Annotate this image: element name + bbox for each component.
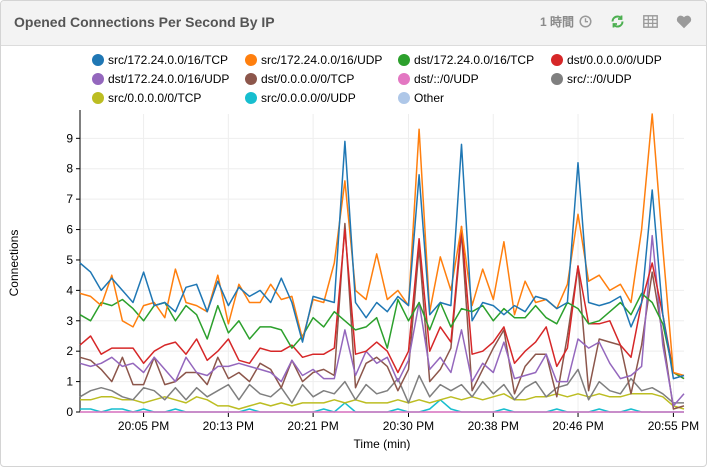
- series-line-9: [80, 393, 685, 410]
- x-tick-label: 20:38 PM: [468, 419, 519, 433]
- series-line-1: [79, 140, 685, 380]
- y-tick-label: 4: [66, 283, 73, 297]
- x-tick-label: 20:21 PM: [287, 419, 338, 433]
- series-line-3: [79, 292, 685, 380]
- legend-label: src/::/0/UDP: [567, 72, 632, 86]
- legend-label: dst/0.0.0.0/0/TCP: [261, 72, 354, 86]
- table-icon[interactable]: [643, 15, 658, 28]
- x-tick-label: 20:46 PM: [552, 419, 603, 433]
- legend-swatch: [92, 54, 104, 66]
- legend-label: src/172.24.0.0/16/TCP: [108, 53, 228, 67]
- x-tick-label: 20:05 PM: [118, 419, 169, 433]
- legend-swatch: [398, 92, 410, 104]
- series-line-6: [79, 222, 685, 410]
- legend-label: dst/0.0.0.0/0/UDP: [567, 53, 662, 67]
- legend-swatch: [92, 73, 104, 85]
- legend-label: src/0.0.0.0/0/TCP: [108, 91, 201, 105]
- legend-label: dst/172.24.0.0/16/UDP: [108, 72, 229, 86]
- series-line-2: [79, 113, 685, 377]
- x-tick-label: 20:55 PM: [648, 419, 699, 433]
- panel-header: Opened Connections Per Second By IP 1 時間: [1, 1, 706, 46]
- y-tick-label: 0: [66, 405, 73, 419]
- panel-title: Opened Connections Per Second By IP: [14, 14, 275, 30]
- y-tick-label: 9: [66, 131, 73, 145]
- legend-swatch: [92, 92, 104, 104]
- legend-swatch: [245, 54, 257, 66]
- legend-label: Other: [414, 91, 444, 105]
- legend-swatch: [551, 73, 563, 85]
- legend-swatch: [245, 92, 257, 104]
- legend-label: dst/::/0/UDP: [414, 72, 479, 86]
- x-tick-label: 20:30 PM: [383, 419, 434, 433]
- clock-icon: [579, 15, 592, 28]
- refresh-icon[interactable]: [610, 14, 625, 29]
- y-tick-label: 7: [66, 192, 73, 206]
- series-line-8: [79, 368, 684, 404]
- series-line-10: [80, 399, 684, 413]
- time-range-label: 1 時間: [539, 15, 574, 29]
- y-tick-label: 6: [66, 223, 73, 237]
- panel-toolbar: 1 時間: [540, 13, 692, 30]
- legend-swatch: [551, 54, 563, 66]
- y-tick-label: 8: [66, 162, 73, 176]
- legend-label: dst/172.24.0.0/16/TCP: [414, 53, 534, 67]
- y-tick-label: 2: [66, 344, 73, 358]
- legend-label: src/172.24.0.0/16/UDP: [261, 53, 382, 67]
- legend-swatch: [398, 73, 410, 85]
- heart-icon[interactable]: [676, 15, 692, 29]
- x-tick-label: 20:13 PM: [203, 419, 254, 433]
- legend-swatch: [245, 73, 257, 85]
- time-range-selector[interactable]: 1 時間: [540, 13, 592, 30]
- legend-swatch: [398, 54, 410, 66]
- y-tick-label: 3: [66, 314, 73, 328]
- x-axis-label: Time (min): [354, 437, 411, 451]
- y-axis-label: Connections: [7, 230, 21, 297]
- series-line-5: [79, 234, 685, 407]
- y-tick-label: 5: [66, 253, 73, 267]
- legend-label: src/0.0.0.0/0/UDP: [261, 91, 356, 105]
- series-line-4: [79, 225, 685, 380]
- y-tick-label: 1: [66, 375, 73, 389]
